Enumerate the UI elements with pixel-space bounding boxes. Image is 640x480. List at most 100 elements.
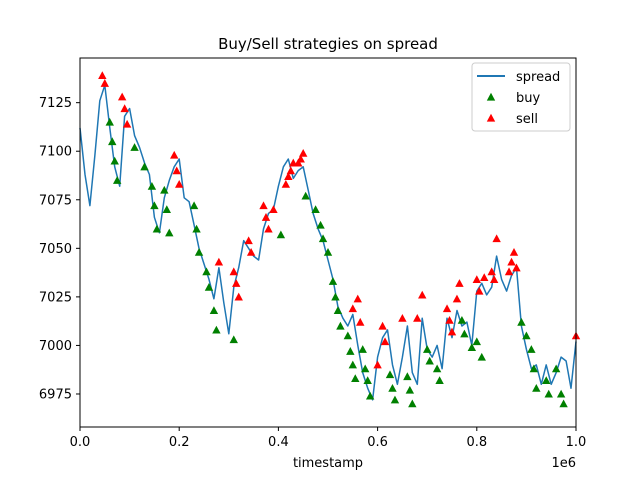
buy-marker xyxy=(318,234,328,243)
sell-marker xyxy=(296,154,305,163)
buy-marker xyxy=(405,385,415,394)
legend: spread buy sell xyxy=(471,62,571,132)
buy-marker xyxy=(316,220,325,229)
x-axis-label: timestamp xyxy=(293,456,363,471)
sell-marker xyxy=(281,180,291,188)
y-tick-label: 7025 xyxy=(39,290,72,305)
sell-marker xyxy=(475,286,484,295)
sell-marker xyxy=(234,292,243,301)
buy-marker xyxy=(194,248,204,256)
buy-marker xyxy=(331,292,340,301)
sell-marker xyxy=(232,279,241,287)
buy-marker xyxy=(192,224,201,233)
buy-marker xyxy=(147,181,157,190)
buy-marker xyxy=(311,205,320,214)
sell-marker xyxy=(286,166,295,175)
buy-marker xyxy=(532,383,541,392)
sell-marker xyxy=(373,360,382,369)
sell-marker xyxy=(445,315,454,324)
buy-marker xyxy=(517,317,526,326)
sell-marker xyxy=(269,205,278,214)
sell-marker xyxy=(299,148,308,157)
axes: 0.0 0.2 0.4 0.6 0.8 1.0 6975 7000 7025 7050 7075 7… xyxy=(39,57,587,450)
sell-marker xyxy=(117,92,127,101)
y-tick-label: 7075 xyxy=(39,193,72,208)
sell-marker xyxy=(487,267,496,276)
sell-marker xyxy=(489,275,499,283)
sell-marker xyxy=(98,71,107,80)
sell-marker xyxy=(356,317,365,326)
sell-marker xyxy=(214,257,224,266)
sell-marker xyxy=(261,213,271,221)
buy-marker xyxy=(351,374,360,383)
sell-marker xyxy=(229,267,238,276)
sell-marker xyxy=(378,321,387,330)
axes-frame xyxy=(79,57,577,428)
buy-marker xyxy=(556,389,566,398)
buy-marker xyxy=(105,117,114,126)
sell-marker xyxy=(509,248,519,256)
buy-marker xyxy=(152,224,162,233)
buy-marker xyxy=(130,143,139,151)
buy-marker xyxy=(204,282,214,291)
legend-spread-label: spread xyxy=(516,70,560,85)
buy-marker xyxy=(477,352,486,361)
buy-marker xyxy=(160,185,169,194)
buy-marker xyxy=(385,370,395,379)
buy-marker xyxy=(110,156,119,165)
buy-series xyxy=(105,117,568,408)
buy-marker xyxy=(527,345,536,353)
buy-marker xyxy=(403,372,412,381)
buy-marker xyxy=(529,364,539,373)
buy-marker xyxy=(162,205,171,214)
buy-marker xyxy=(108,137,117,146)
buy-marker xyxy=(358,345,367,353)
sell-marker xyxy=(442,304,452,313)
y-tick-label: 7125 xyxy=(39,96,72,111)
sell-marker xyxy=(447,327,457,336)
sell-marker xyxy=(480,273,489,282)
x-tick-label: 0.0 xyxy=(70,435,91,450)
buy-marker xyxy=(189,201,199,210)
y-tick-label: 7050 xyxy=(39,242,72,257)
sell-marker xyxy=(507,257,516,266)
buy-marker xyxy=(343,331,353,340)
buy-marker xyxy=(229,335,238,344)
buy-marker xyxy=(328,277,338,285)
buy-marker xyxy=(551,364,561,373)
sell-marker xyxy=(172,166,181,175)
x-tick-label: 1.0 xyxy=(566,435,587,450)
buy-marker xyxy=(390,395,400,404)
buy-marker xyxy=(336,321,345,330)
sell-marker xyxy=(452,294,462,303)
x-axis-ticks: 0.0 0.2 0.4 0.6 0.8 1.0 xyxy=(70,427,587,450)
buy-marker xyxy=(301,191,310,200)
sell-marker xyxy=(418,290,427,299)
sell-marker xyxy=(380,337,390,346)
sell-marker xyxy=(175,180,184,188)
buy-marker xyxy=(365,391,375,400)
buy-marker xyxy=(544,389,553,398)
buy-marker xyxy=(323,248,333,256)
sell-marker xyxy=(504,267,514,276)
y-axis-ticks: 6975 7000 7025 7050 7075 7100 7125 xyxy=(39,96,80,402)
sell-marker xyxy=(512,263,521,272)
y-tick-label: 6975 xyxy=(39,387,72,402)
buy-marker xyxy=(150,201,159,210)
sell-marker xyxy=(100,79,109,87)
buy-marker xyxy=(522,331,531,340)
buy-marker xyxy=(333,306,343,315)
sell-marker xyxy=(348,304,357,313)
buy-marker xyxy=(460,329,469,338)
sell-marker xyxy=(492,234,501,243)
x-tick-label: 0.4 xyxy=(268,435,289,450)
buy-marker xyxy=(140,162,149,171)
sell-marker xyxy=(170,150,179,159)
legend-buy-swatch xyxy=(486,92,496,101)
buy-marker xyxy=(346,347,355,355)
buy-marker xyxy=(472,337,481,346)
buy-marker xyxy=(209,306,219,315)
buy-marker xyxy=(361,364,370,373)
buy-marker xyxy=(425,356,434,365)
legend-box xyxy=(471,62,571,132)
